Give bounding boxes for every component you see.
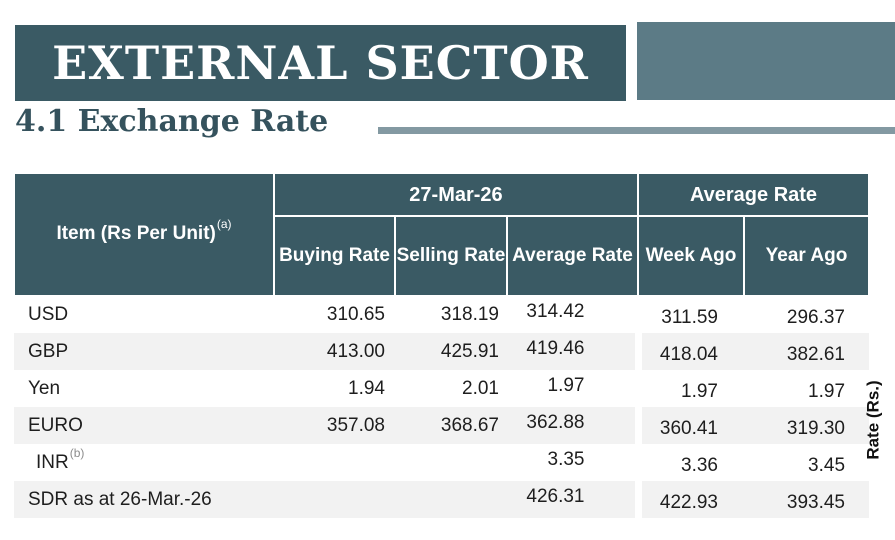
group-header-average-rate: Average Rate [636, 172, 871, 217]
buying-rate-cell [274, 481, 395, 518]
selling-rate-cell: 318.19 [440, 304, 499, 325]
item-label: SDR as at 26-Mar.-26 [28, 488, 212, 510]
item-cell: Yen [14, 370, 274, 407]
week-ago-cell: 360.41 [634, 407, 744, 444]
item-cell: EURO [14, 407, 274, 444]
col-header-week-ago: Week Ago [637, 215, 745, 297]
item-header-label: Item (Rs Per Unit) [56, 223, 216, 245]
selling-rate-cell: 2.01 [462, 377, 499, 399]
item-cell: SDR as at 26-Mar.-26 [14, 481, 274, 518]
sub-header-row: Buying Rate Selling Rate Average Rate We… [14, 215, 871, 297]
buying-rate-cell: 413.00 [274, 333, 395, 370]
average-rate-cell: 419.46 [507, 333, 638, 370]
col-header-average-rate: Average Rate [506, 215, 639, 297]
col-header-year-ago: Year Ago [742, 215, 871, 297]
week-ago-cell: 418.04 [634, 333, 744, 370]
week-ago-cell: 311.59 [634, 296, 744, 333]
selling-rate-cell [395, 444, 507, 481]
buying-rate-cell: 1.94 [348, 377, 385, 399]
selling-rate-cell: 368.67 [395, 407, 507, 444]
banner-accent-block [637, 22, 895, 100]
week-ago-cell: 3.36 [634, 444, 744, 481]
table-header: Item (Rs Per Unit)(a) 27-Mar-26 Average … [13, 172, 871, 297]
item-cell: GBP [14, 333, 274, 370]
table-body: USD 310.65 318.19 314.42 311.59 296.37 G… [14, 296, 870, 518]
year-ago-cell: 296.37 [786, 307, 846, 328]
table-row-usd: USD 310.65 318.19 314.42 311.59 296.37 [14, 296, 869, 333]
buying-rate-cell [274, 444, 395, 481]
table-row-sdr: SDR as at 26-Mar.-26 426.31 422.93 393.4… [14, 481, 870, 518]
group-header-row: Item (Rs Per Unit)(a) 27-Mar-26 Average … [13, 172, 871, 297]
section-banner: EXTERNAL SECTOR [15, 25, 626, 101]
footnote-a-marker: (a) [216, 217, 232, 232]
year-ago-cell: 393.45 [744, 481, 870, 518]
group-header-date: 27-Mar-26 [273, 172, 639, 217]
year-ago-cell: 319.30 [744, 407, 870, 444]
col-header-selling-rate: Selling Rate [394, 215, 508, 297]
buying-rate-cell: 310.65 [326, 304, 385, 325]
item-label: INR [36, 451, 69, 473]
average-rate-cell: 362.88 [507, 407, 638, 444]
item-cell: INR(b) [14, 444, 274, 481]
average-rate-cell: 314.42 [526, 301, 585, 322]
week-ago-cell: 1.97 [634, 370, 744, 407]
item-label: GBP [28, 340, 69, 362]
exchange-rate-table: Item (Rs Per Unit)(a) 27-Mar-26 Average … [13, 172, 871, 518]
selling-rate-cell [395, 481, 507, 518]
col-header-buying-rate: Buying Rate [273, 215, 396, 297]
table-row-yen: Yen 1.94 2.01 1.97 1.97 1.97 [14, 370, 869, 407]
banner-title: EXTERNAL SECTOR [52, 36, 589, 90]
average-rate-cell: 1.97 [547, 374, 585, 396]
col-header-item: Item (Rs Per Unit)(a) [13, 172, 275, 297]
table-row-inr: INR(b) 3.35 3.36 3.45 [14, 444, 869, 481]
buying-rate-cell: 357.08 [274, 407, 395, 444]
week-ago-cell: 422.93 [634, 481, 744, 518]
average-rate-cell: 3.35 [547, 448, 585, 470]
heading-divider-line [378, 127, 895, 134]
selling-rate-cell: 425.91 [395, 333, 507, 370]
section-heading: 4.1 Exchange Rate [15, 104, 329, 139]
footnote-b-marker: (b) [69, 445, 85, 460]
average-rate-cell: 426.31 [507, 481, 638, 518]
item-label: Yen [28, 377, 61, 399]
year-ago-cell: 3.45 [808, 454, 846, 476]
table-row-euro: EURO 357.08 368.67 362.88 360.41 319.30 [14, 407, 870, 444]
item-cell: USD [14, 296, 274, 333]
year-ago-cell: 382.61 [744, 333, 870, 370]
table-row-gbp: GBP 413.00 425.91 419.46 418.04 382.61 [14, 333, 870, 370]
year-ago-cell: 1.97 [808, 380, 846, 402]
item-label: USD [28, 304, 69, 325]
item-label: EURO [28, 414, 83, 436]
